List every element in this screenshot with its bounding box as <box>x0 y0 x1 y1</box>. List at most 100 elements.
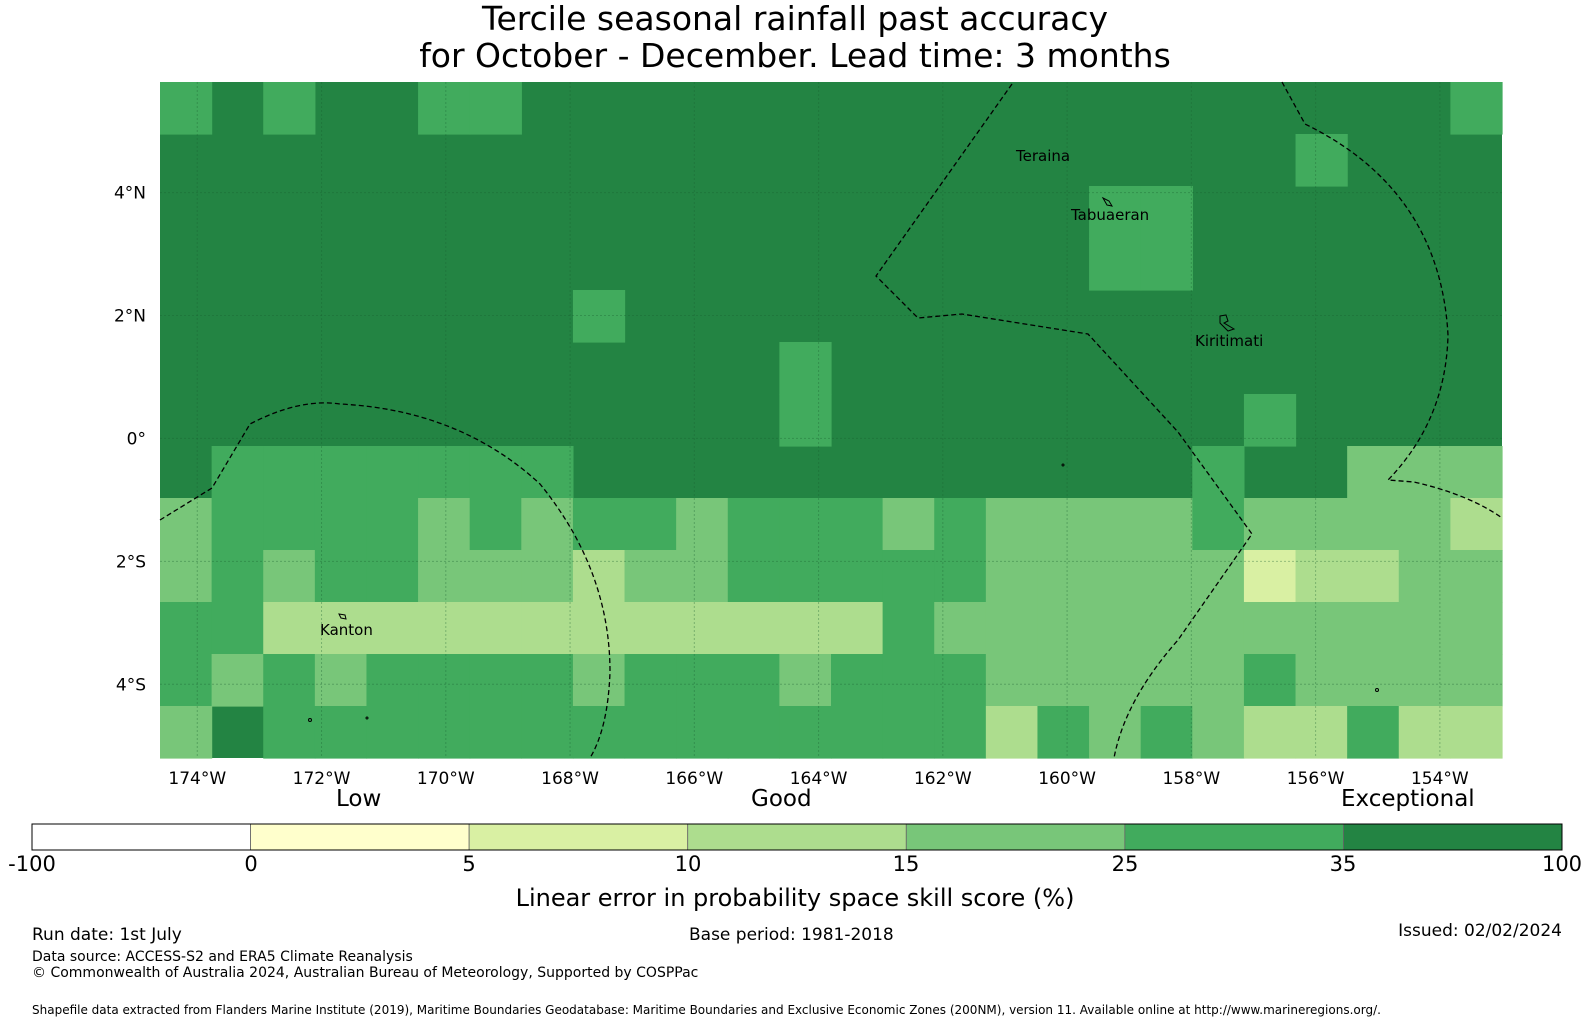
skill-cell <box>1347 550 1400 603</box>
base-period: Base period: 1981-2018 <box>689 925 894 945</box>
skill-cell <box>314 602 368 655</box>
skill-cell <box>1037 706 1090 759</box>
skill-cell <box>1243 602 1297 655</box>
skill-cell <box>1089 186 1142 239</box>
colorbar-segment <box>687 823 907 851</box>
skill-cell <box>1398 446 1451 499</box>
map-title-line2: for October - December. Lead time: 3 mon… <box>419 36 1171 75</box>
colorbar-tick: 5 <box>462 852 476 876</box>
longitude-ticks: 174°W 172°W 170°W 168°W 166°W 164°W 162°W 160°W… <box>168 769 1469 789</box>
skill-cell <box>934 706 987 759</box>
skill-cell <box>1243 706 1297 759</box>
skill-cell <box>1295 498 1348 551</box>
skill-cell <box>676 706 729 759</box>
skill-cell <box>1089 602 1142 655</box>
eez-boundaries <box>159 81 1503 759</box>
skill-cell <box>1192 550 1245 603</box>
skill-cell <box>1295 602 1348 655</box>
skill-cell <box>1347 654 1400 707</box>
place-label-teraina: Teraina <box>1015 147 1070 165</box>
colorbar-category-exceptional: Exceptional <box>1341 786 1475 812</box>
colorbar-segment <box>468 823 689 851</box>
skill-cell <box>1450 654 1503 707</box>
lat-tick-label: 0° <box>127 429 146 449</box>
place-labels: Teraina Tabuaeran Kiritimati Kanton <box>320 147 1263 639</box>
colorbar-segment <box>905 823 1126 851</box>
skill-cell <box>779 602 832 655</box>
skill-cell <box>985 498 1039 551</box>
skill-cell <box>366 446 419 499</box>
skill-cell <box>263 602 316 655</box>
skill-cell <box>469 550 522 603</box>
skill-cell <box>314 706 368 759</box>
skill-cell <box>1450 446 1503 499</box>
skill-cell <box>779 706 832 759</box>
skill-cell <box>211 602 264 655</box>
skill-cell <box>1347 498 1400 551</box>
skill-cell <box>727 602 780 655</box>
skill-cell <box>831 498 884 551</box>
skill-cell <box>572 550 626 603</box>
islet-3 <box>1375 688 1379 692</box>
skill-cell <box>727 654 780 707</box>
map-title-line1: Tercile seasonal rainfall past accuracy <box>481 0 1109 38</box>
tabuaeran-island <box>1101 196 1114 207</box>
skill-cell <box>1243 550 1297 603</box>
skill-cell <box>521 654 574 707</box>
skill-cell <box>314 446 368 499</box>
skill-cell <box>1398 706 1451 759</box>
skill-cell <box>469 706 522 759</box>
latitude-ticks: 4°N 2°N 0° 2°S 4°S <box>114 184 146 696</box>
issued-date: Issued: 02/02/2024 <box>1398 921 1562 941</box>
skill-cell <box>1243 394 1297 447</box>
skill-cell <box>366 706 419 759</box>
colorbar-label: Linear error in probability space skill … <box>515 884 1075 912</box>
skill-cell <box>882 550 935 603</box>
skill-cell <box>572 290 626 343</box>
colorbar-category-low: Low <box>336 786 382 812</box>
skill-cell <box>1347 706 1400 759</box>
run-date: Run date: 1st July <box>32 925 182 945</box>
skill-cell <box>1192 602 1245 655</box>
skill-cell <box>1450 706 1503 759</box>
eez-arc-kanton <box>159 402 611 759</box>
skill-cell <box>985 602 1039 655</box>
skill-cell <box>521 498 574 551</box>
colorbar-segment <box>1343 823 1563 851</box>
lon-tick-label: 168°W <box>541 769 599 789</box>
skill-cell <box>1089 498 1142 551</box>
skill-cell <box>934 498 987 551</box>
eez-arc-east <box>1281 81 1503 519</box>
skill-cell <box>1140 706 1193 759</box>
skill-cell <box>779 394 832 447</box>
skill-cell <box>469 602 522 655</box>
skill-cell <box>366 550 419 603</box>
skill-cell <box>1192 498 1245 551</box>
colorbar-tick: 25 <box>1111 852 1139 876</box>
lon-tick-label: 156°W <box>1287 769 1345 789</box>
skill-cell <box>624 498 677 551</box>
skill-cell <box>263 706 316 759</box>
skill-cell <box>418 498 471 551</box>
skill-cell <box>263 550 316 603</box>
lon-tick-label: 166°W <box>665 769 723 789</box>
skill-cell <box>1192 654 1245 707</box>
islet-2 <box>365 716 369 720</box>
skill-cell <box>263 446 316 499</box>
skill-cell <box>779 342 832 395</box>
skill-cells <box>160 82 1503 759</box>
skill-cell <box>418 82 471 135</box>
skill-cell <box>624 706 677 759</box>
skill-cell <box>521 602 574 655</box>
skill-cell <box>1398 654 1451 707</box>
skill-cell <box>1398 550 1451 603</box>
colorbar-segment <box>250 823 470 851</box>
skill-cell <box>160 82 213 135</box>
skill-cell <box>1089 706 1142 759</box>
colorbar <box>31 823 1563 851</box>
skill-cell <box>676 654 729 707</box>
place-label-kanton: Kanton <box>320 621 373 639</box>
lon-tick-label: 162°W <box>914 769 972 789</box>
map-title: Tercile seasonal rainfall past accuracy … <box>0 0 1590 74</box>
